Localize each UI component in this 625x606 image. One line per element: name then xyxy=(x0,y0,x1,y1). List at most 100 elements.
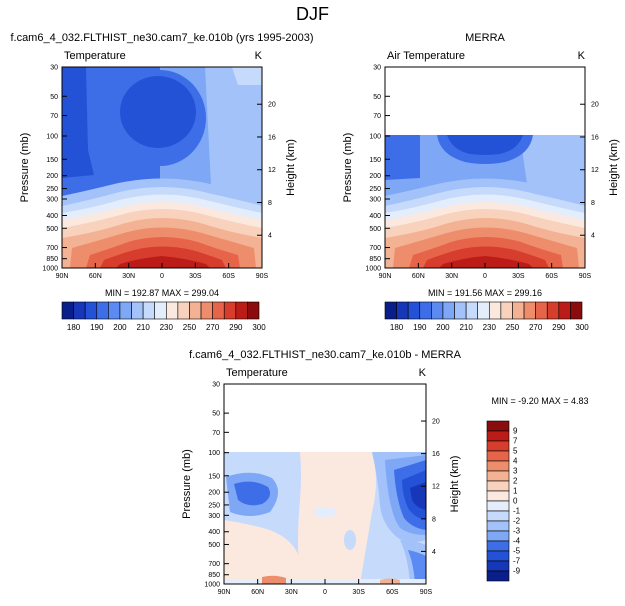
y-tick-label: 100 xyxy=(369,134,381,141)
y-tick-label: 700 xyxy=(369,245,381,252)
x-tick-label: 0 xyxy=(160,273,164,280)
y-tick-label: 700 xyxy=(46,245,58,252)
colorbar-label: -5 xyxy=(513,547,521,556)
colorbar-swatch xyxy=(486,440,510,452)
colorbar-label: 300 xyxy=(575,323,589,332)
y-tick-label: 50 xyxy=(50,94,58,101)
colorbar-model: 180 190 200 210 230 250 270 290 300 xyxy=(61,301,266,332)
y-tick-label: 100 xyxy=(208,450,220,457)
panel-model-header: f.cam6_4_032.FLTHIST_ne30.cam7_ke.010b (… xyxy=(10,32,313,44)
colorbar-label: 210 xyxy=(459,323,473,332)
colorbar-label: 200 xyxy=(436,323,450,332)
colorbar-label: -7 xyxy=(513,557,521,566)
colorbar-swatch xyxy=(486,470,510,482)
height-tick-label: 8 xyxy=(432,516,436,523)
colorbar-swatch xyxy=(486,510,510,522)
y-tick-label: 70 xyxy=(373,113,381,120)
colorbar-label: 190 xyxy=(90,323,104,332)
height-tick-label: 16 xyxy=(268,134,276,141)
colorbar-label: 250 xyxy=(183,323,197,332)
colorbar-swatch xyxy=(396,301,409,320)
colorbar-label: 180 xyxy=(390,323,404,332)
colorbar-swatch xyxy=(500,301,513,320)
colorbar-swatch xyxy=(108,301,121,320)
panel-model-units: K xyxy=(255,50,263,62)
panel-model-field xyxy=(62,67,262,268)
colorbar-swatch xyxy=(142,301,156,320)
y-tick-label: 250 xyxy=(208,502,220,509)
y-tick-label: 850 xyxy=(46,256,58,263)
x-tick-label: 60N xyxy=(251,589,264,596)
panel-merra-header: MERRA xyxy=(465,32,505,44)
colorbar-swatch xyxy=(486,430,510,442)
height-tick-label: 12 xyxy=(268,167,276,174)
x-tick-label: 90N xyxy=(218,589,231,596)
colorbar-swatch xyxy=(154,301,167,320)
colorbar-label: 0 xyxy=(513,497,518,506)
y-tick-label: 1000 xyxy=(204,582,220,589)
height-tick-label: 12 xyxy=(591,167,599,174)
y-axis-right-label: Height (km) xyxy=(285,139,297,196)
x-tick-label: 60N xyxy=(412,273,425,280)
y-tick-label: 400 xyxy=(46,213,58,220)
panel-diff-title: Temperature xyxy=(226,367,288,379)
x-tick-label: 90S xyxy=(579,273,592,280)
y-tick-label: 150 xyxy=(46,157,58,164)
panel-merra-temperature: MERRA Air Temperature K 3050701001502002… xyxy=(342,32,620,298)
height-tick-label: 4 xyxy=(591,233,595,240)
colorbar-label: 210 xyxy=(136,323,150,332)
panel-diff-header: f.cam6_4_032.FLTHIST_ne30.cam7_ke.010b -… xyxy=(189,349,462,361)
colorbar-label: 290 xyxy=(552,323,566,332)
colorbar-swatch xyxy=(200,301,213,320)
colorbar-swatch xyxy=(212,301,225,320)
colorbar-label: 180 xyxy=(67,323,81,332)
colorbar-swatch xyxy=(486,490,510,502)
colorbar-label: -3 xyxy=(513,527,521,536)
height-tick-label: 8 xyxy=(268,200,272,207)
colorbar-swatch xyxy=(442,301,455,320)
x-tick-label: 60S xyxy=(386,589,399,596)
colorbar-swatch xyxy=(486,500,510,512)
colorbar-swatch xyxy=(223,301,237,320)
y-tick-label: 500 xyxy=(46,226,58,233)
panel-merra-title: Air Temperature xyxy=(387,50,465,62)
x-tick-label: 90N xyxy=(56,273,69,280)
colorbar-swatch xyxy=(486,460,510,472)
y-axis-label: Pressure (mb) xyxy=(342,133,354,203)
panel-diff-stats: MIN = -9.20 MAX = 4.83 xyxy=(491,396,588,406)
colorbar-label: 200 xyxy=(113,323,127,332)
colorbar-swatch xyxy=(486,480,510,492)
x-tick-label: 30S xyxy=(512,273,525,280)
colorbar-swatch xyxy=(523,301,536,320)
colorbar-merra: 180 190 200 210 230 250 270 290 300 xyxy=(384,301,589,332)
colorbar-label: 3 xyxy=(513,467,518,476)
y-tick-label: 100 xyxy=(46,134,58,141)
colorbar-swatch xyxy=(131,301,144,320)
colorbar-swatch xyxy=(454,301,467,320)
y-tick-label: 400 xyxy=(369,213,381,220)
colorbar-label: 190 xyxy=(413,323,427,332)
x-tick-label: 60S xyxy=(222,273,235,280)
colorbar-swatch xyxy=(486,530,510,542)
colorbar-swatch xyxy=(384,301,397,320)
colorbar-label: 7 xyxy=(513,437,518,446)
colorbar-label: 2 xyxy=(513,477,518,486)
panel-diff-units: K xyxy=(419,367,427,379)
colorbar-label: 250 xyxy=(506,323,520,332)
panel-diff-field xyxy=(224,452,426,584)
y-tick-label: 30 xyxy=(212,382,220,389)
colorbar-swatch xyxy=(119,301,132,320)
x-tick-label: 60N xyxy=(89,273,102,280)
colorbar-label: 300 xyxy=(252,323,266,332)
colorbar-swatch xyxy=(177,301,190,320)
y-tick-label: 300 xyxy=(369,196,381,203)
colorbar-label: 5 xyxy=(513,447,518,456)
colorbar-swatch xyxy=(558,301,571,320)
y-tick-label: 500 xyxy=(208,542,220,549)
y-tick-label: 1000 xyxy=(42,266,58,273)
colorbar-swatch xyxy=(189,301,202,320)
y-tick-label: 300 xyxy=(208,513,220,520)
panel-diff-temperature: f.cam6_4_032.FLTHIST_ne30.cam7_ke.010b -… xyxy=(181,349,589,596)
colorbar-label: -9 xyxy=(513,567,521,576)
